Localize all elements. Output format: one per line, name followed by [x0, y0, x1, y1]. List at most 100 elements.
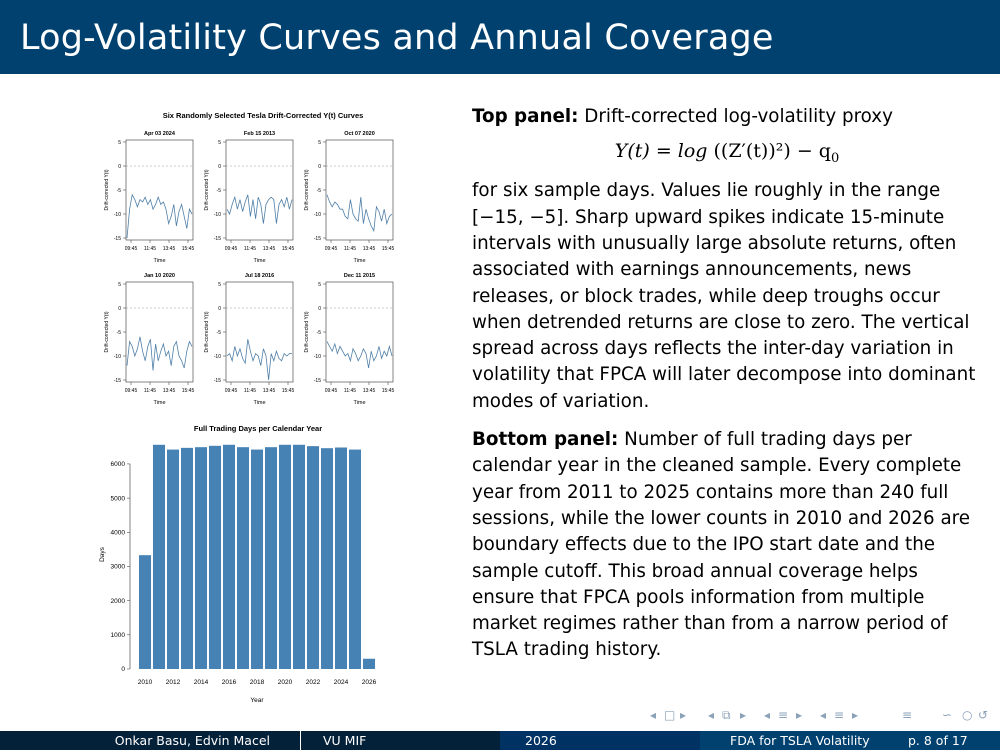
- x-axis-label: Time: [253, 400, 265, 406]
- bar-x-tick-label: 2012: [166, 679, 181, 686]
- bottom-panel-paragraph: Bottom panel: Number of full trading day…: [472, 427, 982, 664]
- y-axis-label: Drift-corrected Y(t): [104, 311, 110, 352]
- panel-frame: [225, 281, 294, 383]
- bar: [348, 449, 362, 669]
- nav-right-icon[interactable]: ▸: [680, 708, 687, 722]
- nav-doc-left-icon[interactable]: ◂: [820, 708, 827, 722]
- x-tick-label: 09:45: [225, 246, 238, 252]
- nav-search-icon[interactable]: ∽: [942, 708, 953, 722]
- bar-y-tick-label: 4000: [111, 529, 126, 536]
- y-axis-label: Drift-corrected Y(t): [304, 169, 310, 210]
- series-line: [326, 194, 393, 233]
- y-tick-label: 0: [118, 306, 121, 312]
- bar-y-tick-label: 0: [121, 666, 125, 673]
- x-tick-label: 09:45: [125, 388, 138, 394]
- x-tick-label: 13:45: [163, 246, 176, 252]
- nav-back-icon[interactable]: ↺: [978, 708, 989, 722]
- footer-title: FDA for TSLA Volatility p. 8 of 17: [700, 731, 1000, 750]
- y-tick-label: 5: [118, 282, 121, 288]
- bar: [152, 444, 166, 669]
- nav-left-icon[interactable]: ◂: [650, 708, 657, 722]
- y-tick-label: 5: [318, 282, 321, 288]
- y-tick-label: -10: [114, 354, 121, 360]
- bar: [278, 444, 292, 669]
- x-tick-label: 11:45: [344, 388, 356, 394]
- panel-title: Jan 10 2020: [144, 273, 175, 279]
- formula-rhs: − q: [796, 140, 831, 163]
- bar: [180, 447, 194, 669]
- beamer-navigation[interactable]: ◂ □ ▸ ◂ ⧉ ▸ ◂ ≡ ▸ ◂ ≡ ▸ ≡ ∽ ○ ↺: [650, 708, 995, 724]
- short-title-text: FDA for TSLA Volatility: [730, 733, 870, 748]
- date-text: 2026: [525, 733, 557, 748]
- panel-frame: [125, 281, 194, 383]
- x-tick-label: 11:45: [144, 388, 156, 394]
- bottom-panel-label: Bottom panel:: [472, 429, 619, 451]
- panel-frame: [125, 139, 194, 241]
- x-tick-label: 09:45: [325, 246, 338, 252]
- nav-subsection-left-icon[interactable]: ◂: [708, 708, 715, 722]
- bar-x-tick-label: 2014: [194, 679, 209, 686]
- y-axis-label: Drift-corrected Y(t): [104, 169, 110, 210]
- bar: [334, 447, 348, 669]
- x-tick-label: 15:45: [182, 388, 195, 394]
- x-tick-label: 13:45: [263, 246, 276, 252]
- nav-subsection-right-icon[interactable]: ▸: [740, 708, 747, 722]
- nav-section-left-icon[interactable]: ◂: [764, 708, 771, 722]
- top-panel-intro-text: Drift-corrected log-volatility proxy: [584, 106, 893, 127]
- y-tick-label: 5: [318, 140, 321, 146]
- x-tick-label: 13:45: [363, 388, 376, 394]
- bar: [292, 444, 306, 669]
- y-tick-label: -10: [314, 212, 321, 218]
- bar: [264, 447, 278, 669]
- footer-institute: VU MIF: [300, 731, 501, 750]
- nav-subsection-icon[interactable]: ⧉: [722, 708, 731, 722]
- bar-x-tick-label: 2020: [278, 679, 293, 686]
- x-tick-label: 11:45: [244, 246, 256, 252]
- bar-x-tick-label: 2016: [222, 679, 237, 686]
- y-axis-label: Drift-corrected Y(t): [204, 169, 210, 210]
- x-tick-label: 11:45: [244, 388, 256, 394]
- nav-doc-right-icon[interactable]: ▸: [852, 708, 859, 722]
- y-tick-label: -10: [314, 354, 321, 360]
- formula-inner: ((Z′(t))²): [713, 140, 791, 163]
- bar-y-tick-label: 2000: [111, 598, 126, 605]
- slide-title: Log-Volatility Curves and Annual Coverag…: [20, 18, 774, 58]
- series-line: [226, 194, 293, 224]
- bar: [362, 658, 376, 669]
- x-tick-label: 09:45: [325, 388, 338, 394]
- x-tick-label: 11:45: [344, 246, 356, 252]
- nav-section-icon[interactable]: ≡: [778, 708, 789, 722]
- series-line: [226, 339, 292, 381]
- series-line: [126, 336, 193, 371]
- x-tick-label: 15:45: [282, 388, 295, 394]
- bar: [194, 447, 208, 669]
- nav-magnifier-icon[interactable]: ○: [962, 708, 973, 722]
- bar: [208, 445, 222, 669]
- bar-x-tick-label: 2018: [250, 679, 265, 686]
- series-line: [126, 193, 193, 239]
- x-tick-label: 15:45: [382, 388, 395, 394]
- authors-text: Onkar Basu, Edvin Macel: [114, 733, 270, 748]
- y-tick-label: -15: [314, 378, 321, 384]
- x-tick-label: 13:45: [163, 388, 176, 394]
- nav-section-right-icon[interactable]: ▸: [796, 708, 803, 722]
- bar: [222, 444, 236, 669]
- nav-align-icon[interactable]: ≡: [902, 708, 913, 722]
- y-tick-label: -5: [117, 188, 122, 194]
- y-tick-label: -5: [217, 188, 222, 194]
- y-tick-label: 5: [218, 282, 221, 288]
- formula: Y(t) = log ((Z′(t))²) − q0: [472, 138, 982, 172]
- nav-doc-icon[interactable]: ≡: [834, 708, 845, 722]
- y-tick-label: -5: [317, 188, 322, 194]
- x-tick-label: 15:45: [282, 246, 295, 252]
- bar-y-tick-label: 3000: [111, 564, 126, 571]
- bar-y-tick-label: 5000: [111, 495, 126, 502]
- x-tick-label: 15:45: [382, 246, 395, 252]
- y-tick-label: 0: [218, 164, 221, 170]
- y-tick-label: -15: [114, 378, 121, 384]
- panel-title: Jul 18 2016: [245, 273, 274, 279]
- nav-frame-icon[interactable]: □: [664, 708, 676, 722]
- x-axis-label: Time: [253, 258, 265, 264]
- footer: Onkar Basu, Edvin Macel VU MIF 2026 FDA …: [0, 731, 1000, 750]
- institute-text: VU MIF: [323, 733, 367, 748]
